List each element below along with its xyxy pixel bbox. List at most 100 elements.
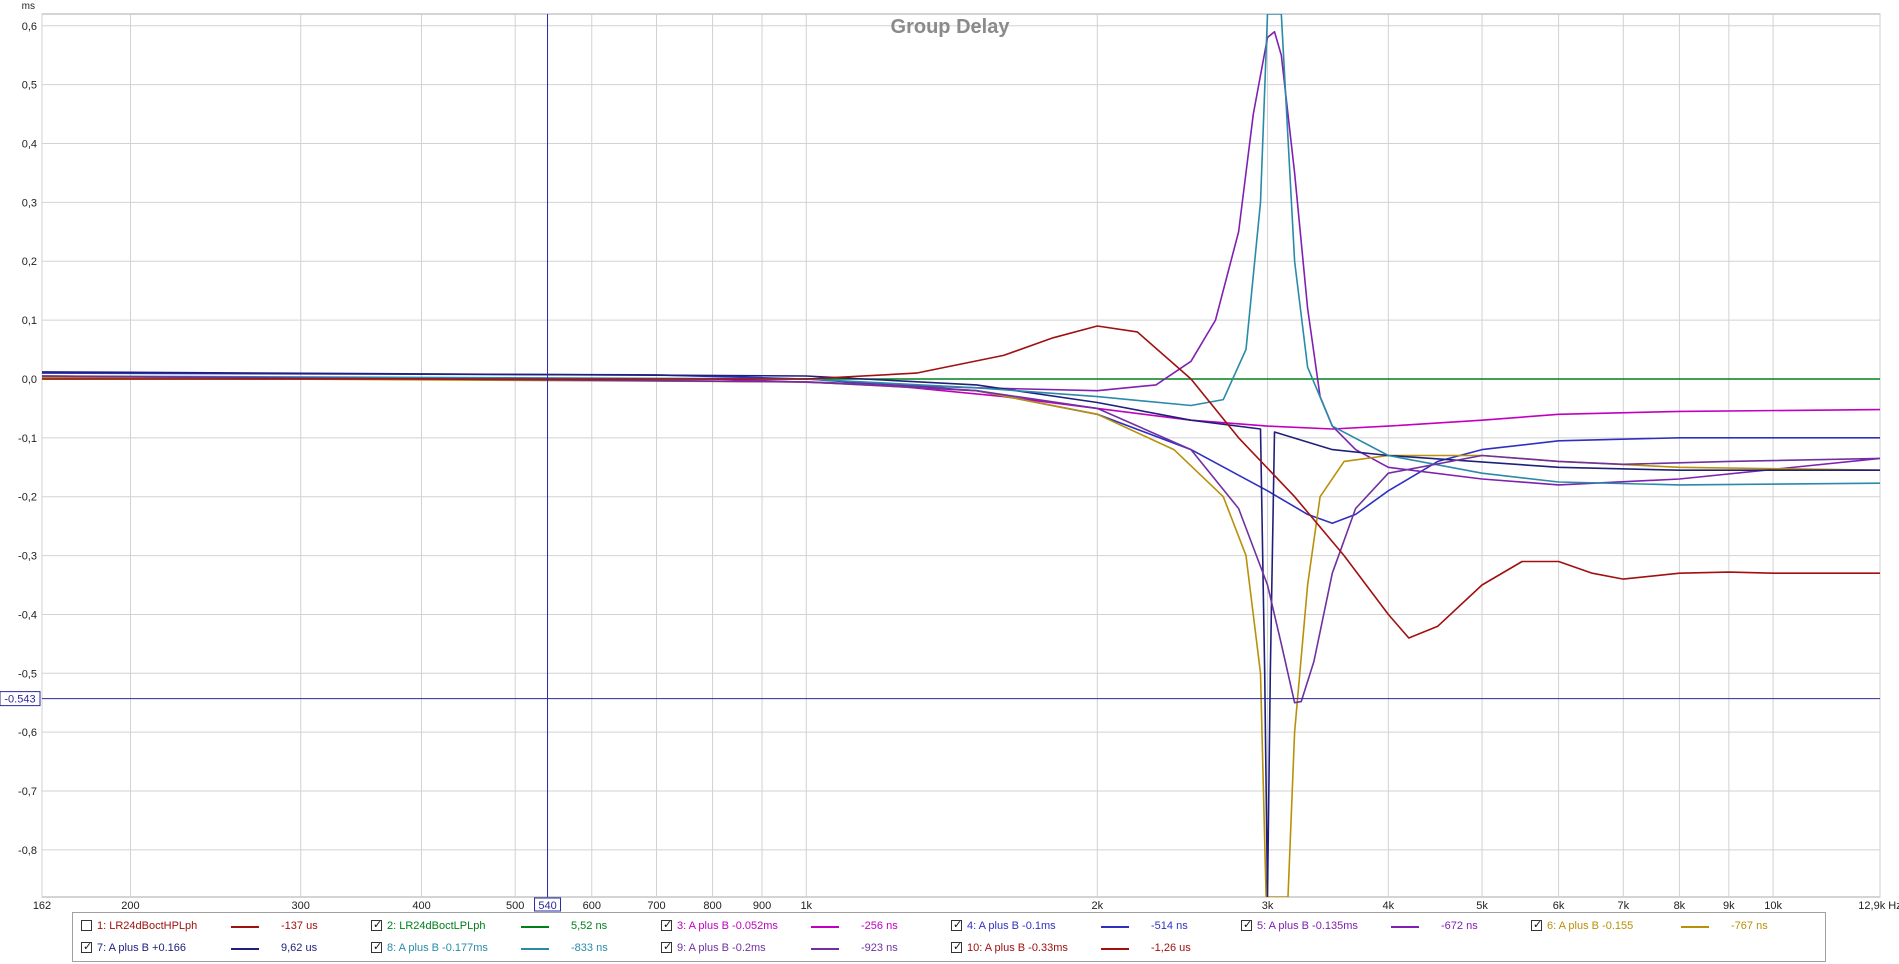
legend-value: -1,26 us — [1151, 942, 1191, 954]
legend-item: ✓ 2: LR24dBoctLPLph 5,52 ns — [371, 915, 661, 937]
legend-item: ✓ 9: A plus B -0.2ms -923 ns — [661, 937, 951, 959]
check-icon: ✓ — [1243, 919, 1253, 931]
legend-swatch — [811, 926, 839, 928]
y-tick-label: 0,2 — [22, 256, 37, 268]
y-tick-label: -0,6 — [18, 727, 37, 739]
legend-swatch — [811, 948, 839, 950]
legend-item: ✓ 5: A plus B -0.135ms -672 ns — [1241, 915, 1531, 937]
y-tick-label: -0,1 — [18, 433, 37, 445]
cursor-x-box — [534, 897, 562, 912]
legend-item: ✓ 7: A plus B +0.166 9,62 us — [81, 937, 371, 959]
y-axis-label: ms — [22, 1, 35, 12]
legend-swatch — [1681, 926, 1709, 928]
legend-checkbox[interactable]: ✓ — [951, 941, 963, 953]
legend-swatch — [231, 948, 259, 950]
plot-area — [41, 13, 1881, 898]
legend-value: -256 ns — [861, 920, 898, 932]
legend-value: -137 us — [281, 920, 318, 932]
x-tick-label: 800 — [703, 900, 721, 912]
x-tick-label: 162 — [33, 900, 51, 912]
check-icon: ✓ — [1533, 919, 1543, 931]
legend-item: ✓ 10: A plus B -0.33ms -1,26 us — [951, 937, 1241, 959]
legend-checkbox[interactable]: ✓ — [371, 941, 382, 953]
legend-name: 2: LR24dBoctLPLph — [387, 920, 486, 932]
series-line-7 — [42, 14, 1880, 486]
legend-swatch — [1101, 948, 1129, 950]
y-tick-label: 0,5 — [22, 80, 37, 92]
x-tick-label: 6k — [1553, 900, 1565, 912]
legend-value: -672 ns — [1441, 920, 1478, 932]
x-tick-label: 700 — [647, 900, 665, 912]
legend-name: 7: A plus B +0.166 — [97, 942, 186, 954]
legend-swatch — [521, 948, 549, 950]
x-tick-label: 600 — [583, 900, 601, 912]
legend-name: 3: A plus B -0.052ms — [677, 920, 778, 932]
check-icon: ✓ — [953, 941, 963, 953]
series-line-8 — [42, 375, 1880, 704]
legend-value: 5,52 ns — [571, 920, 608, 932]
x-tick-label: 7k — [1618, 900, 1630, 912]
cursor-x-label: 540 — [538, 900, 556, 912]
series-line-4 — [42, 30, 1880, 486]
legend-swatch — [521, 926, 549, 928]
legend-swatch — [1391, 926, 1419, 928]
x-tick-label: 4k — [1383, 900, 1395, 912]
legend-value: -833 ns — [571, 942, 608, 954]
legend-checkbox[interactable]: ✓ — [1531, 919, 1543, 931]
x-tick-label: 8k — [1674, 900, 1686, 912]
y-tick-label: 0,1 — [22, 315, 37, 327]
legend-value: -923 ns — [861, 942, 898, 954]
legend-checkbox[interactable]: ✓ — [951, 919, 962, 931]
x-tick-label: 500 — [506, 900, 524, 912]
x-tick-label: 5k — [1476, 900, 1488, 912]
check-icon: ✓ — [663, 919, 673, 931]
x-tick-label: 400 — [412, 900, 430, 912]
legend-swatch — [231, 926, 259, 928]
legend-checkbox[interactable]: ✓ — [81, 941, 92, 953]
legend-item: ✓ 4: A plus B -0.1ms -514 ns — [951, 915, 1241, 937]
y-tick-label: -0,7 — [18, 786, 37, 798]
cursor-y-label: -0.543 — [4, 694, 35, 706]
x-tick-label: 9k — [1723, 900, 1735, 912]
cursor-y-box — [0, 691, 41, 707]
y-tick-label: -0,4 — [18, 609, 37, 621]
legend-name: 10: A plus B -0.33ms — [967, 942, 1068, 954]
legend-item: ✓ 3: A plus B -0.052ms -256 ns — [661, 915, 951, 937]
legend-row-2: ✓ 7: A plus B +0.166 9,62 us ✓ 8: A plus B -… — [73, 937, 1825, 959]
legend-value: -767 ns — [1731, 920, 1768, 932]
legend-checkbox[interactable] — [81, 920, 92, 931]
legend-value: -514 ns — [1151, 920, 1188, 932]
x-tick-label: 3k — [1262, 900, 1274, 912]
legend-item: ✓ 6: A plus B -0.155 -767 ns — [1531, 915, 1821, 937]
legend: 1: LR24dBoctHPLph -137 us ✓ 2: LR24dBoctLPL… — [72, 912, 1826, 962]
x-tick-label: 900 — [753, 900, 771, 912]
chart-title: Group Delay — [891, 16, 1011, 38]
x-tick-label: 200 — [121, 900, 139, 912]
legend-item: 1: LR24dBoctHPLph -137 us — [81, 915, 371, 937]
y-tick-label: -0,2 — [18, 492, 37, 504]
x-tick-label: 2k — [1091, 900, 1103, 912]
legend-checkbox[interactable]: ✓ — [371, 919, 383, 931]
legend-checkbox[interactable]: ✓ — [1241, 919, 1253, 931]
legend-swatch — [1101, 926, 1129, 928]
y-tick-label: -0,8 — [18, 845, 37, 857]
legend-checkbox[interactable]: ✓ — [661, 919, 673, 931]
check-icon: ✓ — [373, 919, 383, 931]
check-icon: ✓ — [663, 941, 673, 953]
legend-name: 4: A plus B -0.1ms — [967, 920, 1056, 932]
series-group — [42, 14, 1880, 897]
legend-name: 5: A plus B -0.135ms — [1257, 920, 1358, 932]
y-tick-label: 0,6 — [22, 21, 37, 33]
x-tick-label: 1k — [800, 900, 812, 912]
legend-name: 6: A plus B -0.155 — [1547, 920, 1634, 932]
legend-value: 9,62 us — [281, 942, 318, 954]
y-tick-label: -0,3 — [18, 551, 37, 563]
legend-checkbox[interactable]: ✓ — [661, 941, 673, 953]
series-line-9 — [42, 325, 1880, 639]
y-tick-label: 0,0 — [22, 374, 37, 386]
y-tick-label: 0,4 — [22, 139, 37, 151]
y-tick-label: 0,3 — [22, 197, 37, 209]
y-tick-label: -0,5 — [18, 668, 37, 680]
group-delay-chart[interactable]: 162 200 300 400 500 600 700 800 900 1k 2k 3k 4k 5k 6k 7… — [0, 0, 1899, 912]
legend-name: 9: A plus B -0.2ms — [677, 942, 766, 954]
